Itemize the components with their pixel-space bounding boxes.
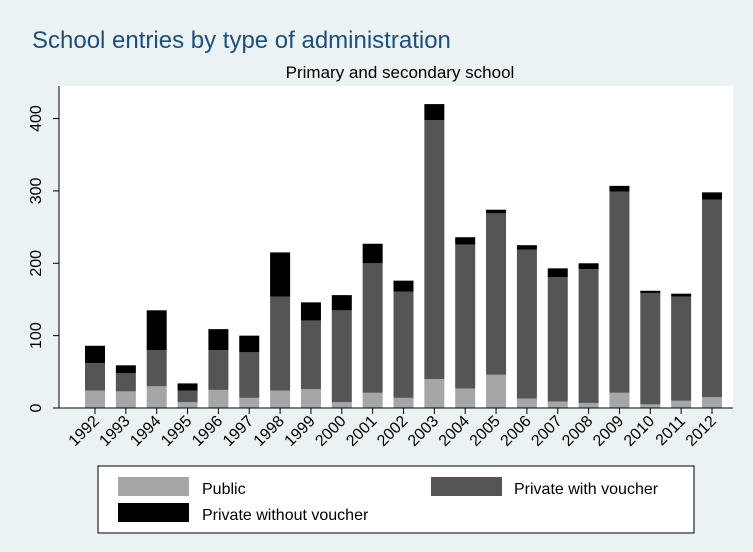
- bar-1994-series-0: [146, 386, 167, 408]
- bar-1993-series-2: [115, 365, 136, 374]
- bar-1999-series-2: [300, 302, 321, 321]
- bar-2002-series-0: [393, 397, 414, 408]
- chart-title: School entries by type of administration: [32, 27, 451, 54]
- bar-2008-series-1: [578, 269, 599, 403]
- y-tick-label-0: 0: [28, 403, 45, 412]
- bar-1996-series-0: [208, 389, 229, 408]
- bar-1996-series-2: [208, 329, 229, 351]
- bar-2000-series-0: [331, 402, 352, 408]
- legend-swatch-1: [431, 477, 502, 496]
- legend-label-1: Private with voucher: [514, 481, 659, 498]
- bar-2001-series-1: [362, 263, 383, 393]
- bar-2005-series-1: [486, 213, 507, 375]
- bar-2009-series-2: [609, 185, 630, 192]
- bar-2006-series-0: [516, 398, 537, 408]
- bar-2002-series-1: [393, 291, 414, 398]
- bar-2011-series-2: [671, 293, 692, 297]
- bar-2008-series-0: [578, 402, 599, 408]
- bar-2007-series-0: [547, 401, 568, 408]
- bar-1993-series-0: [115, 391, 136, 408]
- bar-2005-series-2: [486, 209, 507, 214]
- bar-2003-series-2: [424, 104, 445, 121]
- bar-2012-series-2: [702, 192, 722, 200]
- bar-2006-series-2: [516, 245, 537, 250]
- legend: Public Private with voucher Private withou…: [97, 465, 695, 534]
- bar-2003-series-0: [424, 379, 445, 408]
- bar-1997-series-1: [239, 352, 260, 398]
- bar-2002-series-2: [393, 280, 414, 292]
- bar-1999-series-0: [300, 389, 321, 408]
- bar-2004-series-2: [455, 237, 476, 245]
- bar-2012-series-0: [702, 397, 722, 408]
- y-axis: 0 100 200 300 400: [28, 86, 60, 412]
- y-tick-label-400: 400: [28, 105, 45, 132]
- bar-1997-series-0: [239, 397, 260, 408]
- bar-2003-series-1: [424, 120, 445, 380]
- bar-1996-series-1: [208, 350, 229, 390]
- y-tick-label-100: 100: [28, 322, 45, 349]
- bar-2007-series-1: [547, 277, 568, 402]
- legend-swatch-2: [118, 503, 189, 522]
- bar-1992-series-2: [85, 345, 105, 364]
- y-tick-label-200: 200: [28, 250, 45, 277]
- bar-2011-series-0: [671, 400, 692, 408]
- bar-1993-series-1: [115, 373, 136, 392]
- bar-1998-series-0: [270, 390, 291, 408]
- legend-label-0: Public: [202, 481, 246, 498]
- bar-1994-series-1: [146, 350, 167, 387]
- bar-2004-series-0: [455, 388, 476, 408]
- bar-2004-series-1: [455, 244, 476, 389]
- bar-1992-series-0: [85, 390, 105, 408]
- bar-2000-series-1: [331, 310, 352, 403]
- legend-swatch-0: [118, 477, 189, 496]
- bar-1998-series-2: [270, 252, 291, 297]
- bar-2012-series-1: [702, 199, 722, 398]
- legend-label-2: Private without voucher: [202, 507, 369, 524]
- y-tick-label-300: 300: [28, 177, 45, 204]
- bar-2010-series-0: [640, 404, 661, 408]
- bar-1995-series-1: [177, 390, 198, 403]
- bar-1995-series-2: [177, 383, 198, 391]
- bar-1997-series-2: [239, 335, 260, 353]
- bar-2008-series-2: [578, 263, 599, 270]
- bar-1994-series-2: [146, 310, 167, 351]
- bar-1999-series-1: [300, 320, 321, 390]
- bar-2010-series-2: [640, 290, 661, 293]
- bar-2006-series-1: [516, 249, 537, 399]
- bar-2010-series-1: [640, 292, 661, 405]
- bar-2011-series-1: [671, 296, 692, 401]
- bar-2009-series-0: [609, 392, 630, 408]
- legend-box: [97, 465, 695, 534]
- bar-2001-series-2: [362, 243, 383, 264]
- bar-2007-series-2: [547, 268, 568, 278]
- bar-2009-series-1: [609, 191, 630, 393]
- bar-2000-series-2: [331, 295, 352, 311]
- bar-2001-series-0: [362, 392, 383, 408]
- bar-2005-series-0: [486, 374, 507, 408]
- bar-1998-series-1: [270, 296, 291, 391]
- chart-subtitle: Primary and secondary school: [286, 63, 515, 82]
- bar-1992-series-1: [85, 363, 105, 391]
- bars-group: [85, 104, 722, 408]
- bar-1995-series-0: [177, 402, 198, 408]
